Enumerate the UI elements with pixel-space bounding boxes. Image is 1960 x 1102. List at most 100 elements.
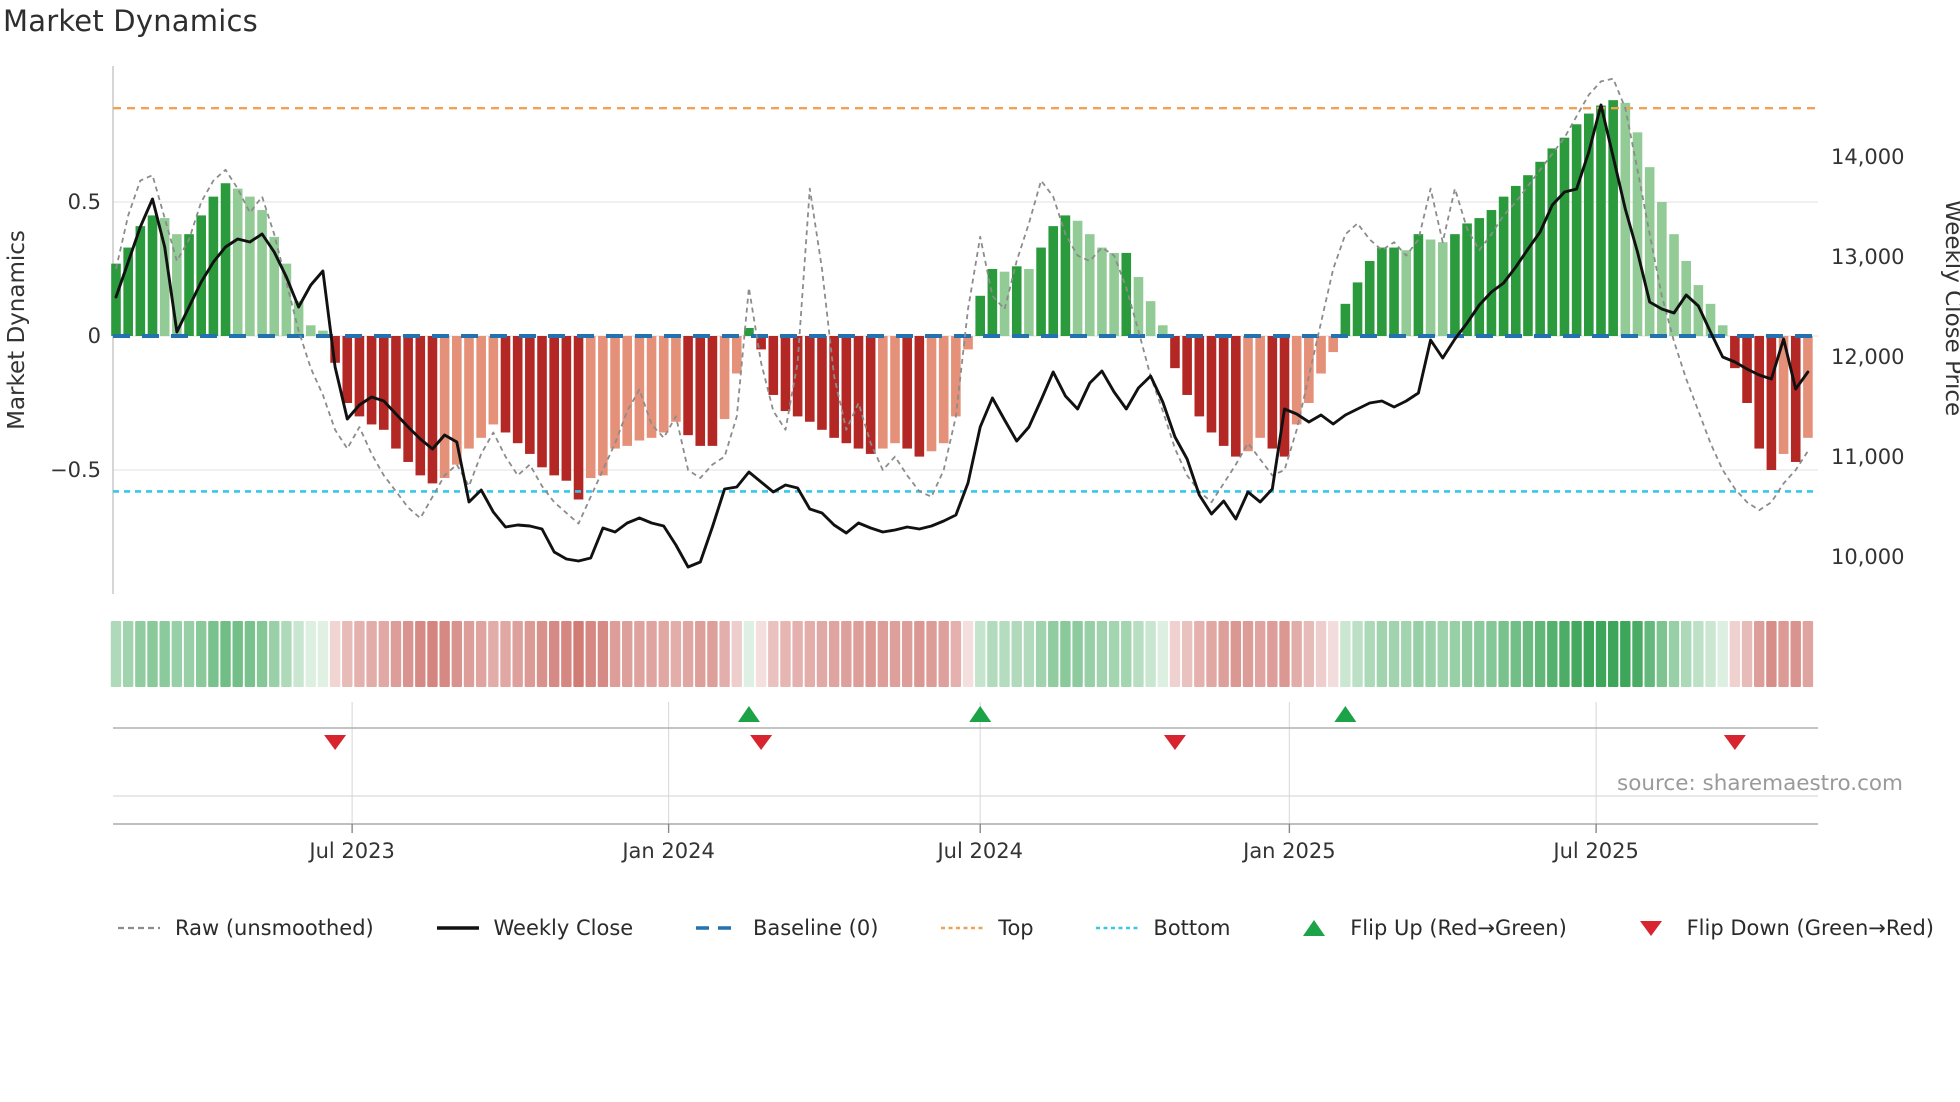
oscillator-bar — [1450, 234, 1460, 336]
oscillator-bar — [1048, 226, 1059, 336]
heatmap-cell — [488, 621, 499, 687]
heatmap-cell — [743, 621, 755, 687]
flip-up-icon — [1303, 920, 1326, 936]
oscillator-bar — [951, 336, 961, 417]
oscillator-bar — [805, 336, 815, 422]
heatmap-cell — [1133, 621, 1144, 687]
oscillator-bar — [1084, 234, 1095, 336]
flip-down-marker — [1163, 735, 1186, 750]
heatmap-cell — [622, 621, 633, 687]
left-axis-tick: −0.5 — [50, 458, 101, 482]
oscillator-bar — [159, 218, 170, 336]
oscillator-bar — [1352, 282, 1363, 336]
heatmap-cell — [1620, 621, 1631, 687]
heatmap-cell — [1096, 621, 1108, 687]
heatmap-cell — [171, 621, 183, 687]
oscillator-bar — [817, 336, 827, 430]
oscillator-bar — [1413, 234, 1424, 336]
oscillator-bar — [1705, 303, 1716, 336]
oscillator-bar — [744, 327, 754, 336]
oscillator-bar — [707, 336, 718, 446]
oscillator-bar — [841, 336, 852, 444]
heatmap-cell — [475, 621, 487, 687]
oscillator-bar — [853, 336, 864, 449]
oscillator-bar — [525, 336, 535, 454]
legend-item: Top — [939, 916, 1034, 940]
legend-item-label: Bottom — [1153, 916, 1231, 940]
oscillator-bar — [1145, 301, 1156, 336]
oscillator-bar — [829, 336, 839, 438]
oscillator-bar — [1437, 242, 1448, 336]
oscillator-bar — [890, 336, 900, 444]
heatmap-cell — [1778, 621, 1789, 687]
heatmap-cell — [1486, 621, 1497, 687]
heatmap-cell — [524, 621, 536, 687]
oscillator-bar — [1121, 252, 1132, 336]
heatmap-cell — [1206, 621, 1217, 687]
oscillator-bar — [792, 336, 803, 417]
heatmap-cell — [755, 621, 767, 687]
oscillator-bar — [1486, 210, 1497, 336]
heatmap-cell — [1474, 621, 1485, 687]
oscillator-bar — [756, 336, 766, 350]
heatmap-cell — [585, 621, 596, 687]
heatmap-cell — [1510, 621, 1521, 687]
legend-item: Bottom — [1094, 916, 1230, 940]
oscillator-bar — [1730, 336, 1740, 369]
heatmap-cell — [317, 621, 329, 687]
oscillator-bar — [719, 336, 730, 420]
heatmap-cell — [1717, 621, 1728, 687]
legend-item: Flip Down (Green→Red) — [1628, 916, 1934, 940]
heatmap-cell — [1595, 621, 1607, 687]
oscillator-bar — [366, 336, 377, 425]
heatmap-cell — [1254, 621, 1266, 687]
heatmap-cell — [1571, 621, 1582, 687]
heatmap-cell — [1668, 621, 1680, 687]
market-dynamics-chart: 0.5 0 −0.5 14,000 13,000 12,000 11,000 10,000 Ma… — [4, 66, 1960, 863]
heatmap-cell — [1072, 621, 1083, 687]
heatmap-cell — [1328, 621, 1339, 687]
heatmap-cell — [232, 621, 243, 687]
oscillator-bar — [1803, 336, 1813, 438]
left-axis-label: Market Dynamics — [4, 230, 30, 430]
heatmap-cell — [1656, 621, 1668, 687]
heatmap-cell — [865, 621, 876, 687]
oscillator-bar — [1498, 196, 1509, 336]
heatmap-cell — [512, 621, 523, 687]
heatmap-cell — [609, 621, 621, 687]
oscillator-bar — [1328, 336, 1338, 353]
oscillator-bar — [354, 336, 365, 417]
heatmap-cell — [1413, 621, 1424, 687]
heatmap-cell — [658, 621, 669, 687]
source-text: source: sharemaestro.com — [1617, 771, 1903, 796]
oscillator-bar — [987, 269, 998, 336]
heatmap-cell — [1729, 621, 1741, 687]
weekly-close-line — [114, 103, 1810, 569]
oscillator-bar — [111, 263, 121, 336]
x-axis-tick-label: Jul 2025 — [1551, 839, 1638, 863]
oscillator-bar — [439, 336, 450, 479]
heatmap-cell — [1011, 621, 1022, 687]
oscillator-bar — [1608, 100, 1618, 336]
right-axis-tick: 14,000 — [1831, 145, 1904, 169]
heatmap-cell — [427, 621, 438, 687]
heatmap-cell — [135, 621, 146, 687]
heatmap-cell — [1680, 621, 1692, 687]
heatmap-cell — [1802, 621, 1814, 687]
oscillator-bar — [1340, 303, 1351, 336]
heatmap-cell — [1303, 621, 1315, 687]
oscillator-bar — [537, 336, 547, 468]
oscillator-bar — [135, 226, 146, 336]
heatmap-cell — [402, 621, 414, 687]
heatmap-cell — [1084, 621, 1095, 687]
oscillator-bar — [975, 295, 986, 336]
heatmap-cell — [548, 621, 560, 687]
heatmap-cell — [975, 621, 986, 687]
heatmap-cell — [1181, 621, 1193, 687]
oscillator-bar — [573, 336, 584, 500]
oscillator-bar — [1011, 266, 1022, 336]
heatmap-cell — [1194, 621, 1205, 687]
legend-item: Weekly Close — [435, 916, 633, 940]
oscillator-bar — [512, 336, 523, 444]
